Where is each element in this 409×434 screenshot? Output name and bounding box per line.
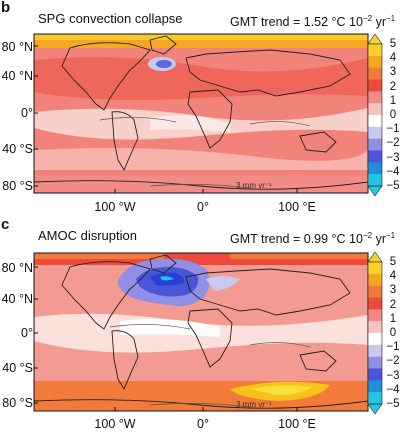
colorbar-arrow-top	[367, 251, 383, 263]
colorbar-label: 3	[389, 66, 397, 79]
panel-letter: c	[1, 216, 10, 233]
colorbar-swatch	[368, 115, 382, 128]
colorbar-swatch	[368, 150, 382, 163]
lat-label: 80 °S	[0, 396, 33, 410]
colorbar-swatch	[368, 67, 382, 80]
colorbar-swatch	[368, 103, 382, 116]
gmt-trend: GMT trend = 1.52 °C 10−2 yr−1	[228, 11, 398, 31]
contour-label: 3 mm yr⁻¹	[236, 400, 272, 409]
lat-label: 0°	[0, 326, 33, 340]
colorbar-swatch	[368, 297, 382, 310]
map-panel-c: 3 mm yr⁻¹	[33, 252, 369, 412]
colorbar-swatch	[368, 368, 382, 381]
colorbar-label: −5	[386, 180, 400, 192]
colorbar-label: −5	[386, 398, 400, 410]
panel-b: b SPG convection collapse GMT trend = 1.…	[0, 0, 398, 214]
colorbar-swatch	[368, 79, 382, 92]
colorbar-label: 1	[389, 312, 397, 325]
lat-label: 80 °S	[0, 179, 33, 193]
colorbar-swatch	[368, 138, 382, 151]
colorbar-label: 0	[389, 327, 397, 339]
colorbar-label: 4	[389, 52, 397, 65]
colorbar-label: −4	[386, 383, 400, 396]
lat-label: 40 °N	[0, 69, 33, 83]
colorbar-swatch	[368, 273, 382, 286]
colorbar-frame	[367, 43, 383, 187]
colorbar-frame	[367, 261, 383, 405]
lat-label: 40 °S	[0, 361, 33, 375]
colorbar-swatch	[368, 356, 382, 369]
gmt-trend: GMT trend = 0.99 °C 10−2 yr−1	[228, 228, 398, 248]
precip-contours	[109, 324, 311, 408]
colorbar-label: 5	[389, 38, 397, 50]
colorbar-label: 1	[389, 94, 397, 107]
panel-title: SPG convection collapse	[36, 11, 185, 26]
colorbar-label: −2	[386, 137, 400, 150]
colorbar-swatch	[368, 174, 382, 187]
colorbar-label: 4	[389, 270, 397, 283]
colorbar-arrow-top	[367, 33, 383, 45]
colorbar-label: 5	[389, 256, 397, 268]
continent-outlines	[34, 254, 368, 409]
colorbar-swatch	[368, 91, 382, 104]
panel-c: c AMOC disruption GMT trend = 0.99 °C 10…	[0, 217, 409, 434]
colorbar-label: 2	[389, 298, 397, 311]
colorbar-label: −1	[386, 341, 400, 354]
lon-label: 100 °E	[278, 417, 316, 431]
panel-title: AMOC disruption	[36, 228, 139, 243]
colorbar-swatch	[368, 126, 382, 139]
lon-label: 100 °W	[94, 200, 136, 214]
colorbar-swatch	[368, 380, 382, 393]
colorbar-swatch	[368, 392, 382, 405]
lat-label: 80 °N	[0, 40, 33, 54]
colorbar-label: −2	[386, 355, 400, 368]
lon-label: 0°	[197, 200, 209, 214]
lat-label: 0°	[0, 106, 33, 120]
colorbar-swatch	[368, 321, 382, 334]
colorbar-swatch	[368, 44, 382, 57]
lat-label: 40 °S	[0, 142, 33, 156]
colorbar-label: −1	[386, 123, 400, 136]
colorbar-label: 3	[389, 284, 397, 297]
lon-label: 100 °E	[278, 200, 316, 214]
precip-contours	[99, 117, 311, 189]
colorbar-swatch	[368, 333, 382, 346]
colorbar-label: −3	[386, 369, 400, 382]
colorbar-swatch	[368, 344, 382, 357]
contour-label: 3 mm yr⁻¹	[236, 181, 272, 190]
colorbar-swatch	[368, 55, 382, 68]
colorbar-swatch	[368, 285, 382, 298]
colorbar-label: −4	[386, 165, 400, 178]
colorbar-swatch	[368, 162, 382, 175]
lat-label: 80 °N	[0, 261, 33, 275]
lat-label: 40 °N	[0, 292, 33, 306]
colorbar-swatch	[368, 262, 382, 275]
map-panel-b: 3 mm yr⁻¹	[33, 33, 369, 194]
colorbar-swatch	[368, 309, 382, 322]
colorbar-arrow-bottom	[367, 185, 383, 197]
colorbar-arrow-bottom	[367, 403, 383, 415]
lon-label: 100 °W	[94, 417, 136, 431]
colorbar-label: 0	[389, 109, 397, 121]
colorbar-label: −3	[386, 151, 400, 164]
colorbar-label: 2	[389, 80, 397, 93]
panel-letter: b	[1, 0, 11, 16]
lon-label: 0°	[197, 417, 209, 431]
